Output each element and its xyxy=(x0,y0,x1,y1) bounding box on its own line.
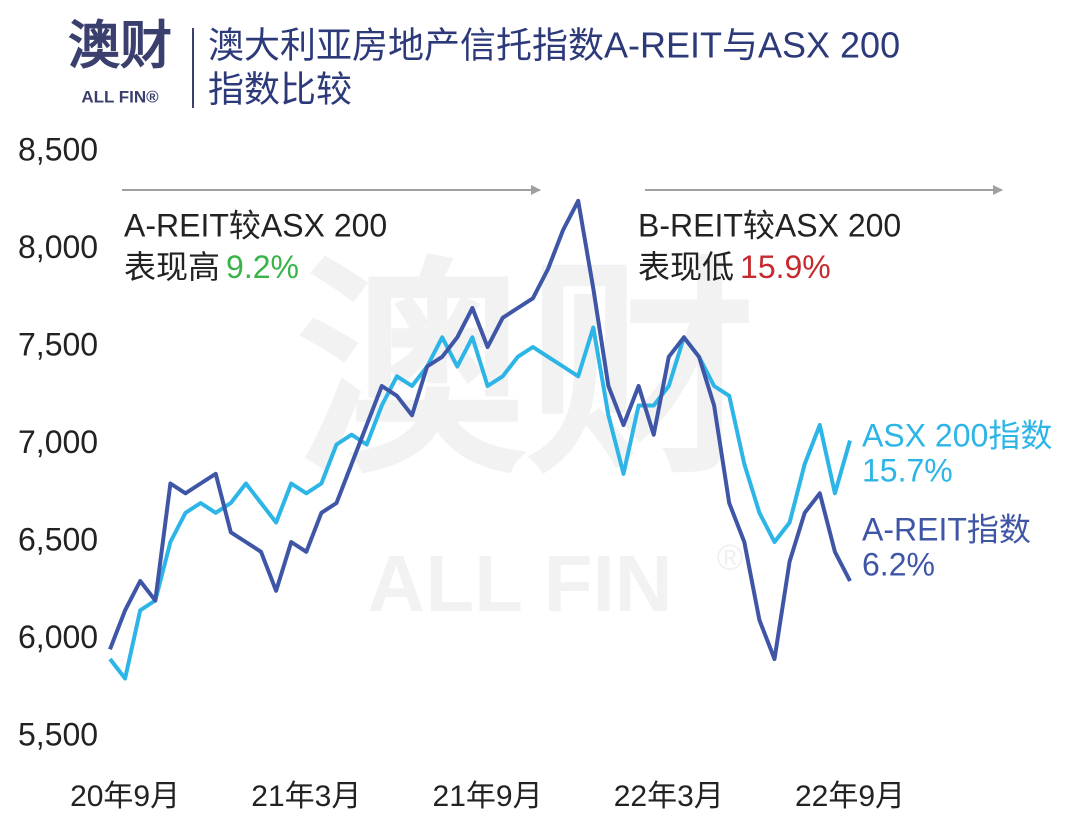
annotation: A-REIT较ASX 200 xyxy=(124,207,387,243)
logo: 澳财 xyxy=(68,18,172,76)
annotation: 表现高 9.2% xyxy=(124,249,299,285)
y-tick-label: 6,000 xyxy=(18,619,98,655)
series-line xyxy=(108,325,852,681)
watermark-sub: ALL FIN xyxy=(367,539,672,628)
legend-entry: ASX 200指数 xyxy=(862,417,1052,453)
chart-title: 指数比较 xyxy=(208,69,352,110)
x-tick-label: 22年9月 xyxy=(795,780,905,813)
y-tick-label: 8,000 xyxy=(18,229,98,265)
annotation-value: 9.2% xyxy=(226,249,299,285)
annotation-text: 表现低 xyxy=(638,249,734,285)
x-tick-label: 21年9月 xyxy=(433,780,543,813)
annotation-text: 表现高 xyxy=(124,249,220,285)
y-tick-label: 6,500 xyxy=(18,521,98,557)
x-tick-label: 21年3月 xyxy=(251,780,361,813)
end-label: 6.2% xyxy=(862,546,935,582)
annotation-value: 15.9% xyxy=(740,249,831,285)
watermark-mark: ® xyxy=(717,537,744,578)
annotation: B-REIT较ASX 200 xyxy=(638,207,901,243)
y-tick-label: 7,500 xyxy=(18,326,98,362)
logo-sub: ALL FIN® xyxy=(81,87,159,106)
y-tick-label: 7,000 xyxy=(18,424,98,460)
annotations: A-REIT较ASX 200 表现高 9.2% B-REIT较ASX 200 表现低 15… xyxy=(124,207,901,285)
series-line xyxy=(108,198,852,661)
end-label: 15.7% xyxy=(862,452,953,488)
annotation: 表现低 15.9% xyxy=(638,249,831,285)
x-tick-label: 22年3月 xyxy=(614,780,724,813)
watermark: 澳财 xyxy=(296,243,756,500)
y-tick-label: 5,500 xyxy=(18,716,98,752)
chart-title: 澳大利亚房地产信托指数A-REIT与ASX 200 xyxy=(208,25,900,66)
legend-entry: A-REIT指数 xyxy=(862,511,1031,547)
x-tick-label: 20年9月 xyxy=(70,780,180,813)
y-tick-label: 8,500 xyxy=(18,131,98,167)
